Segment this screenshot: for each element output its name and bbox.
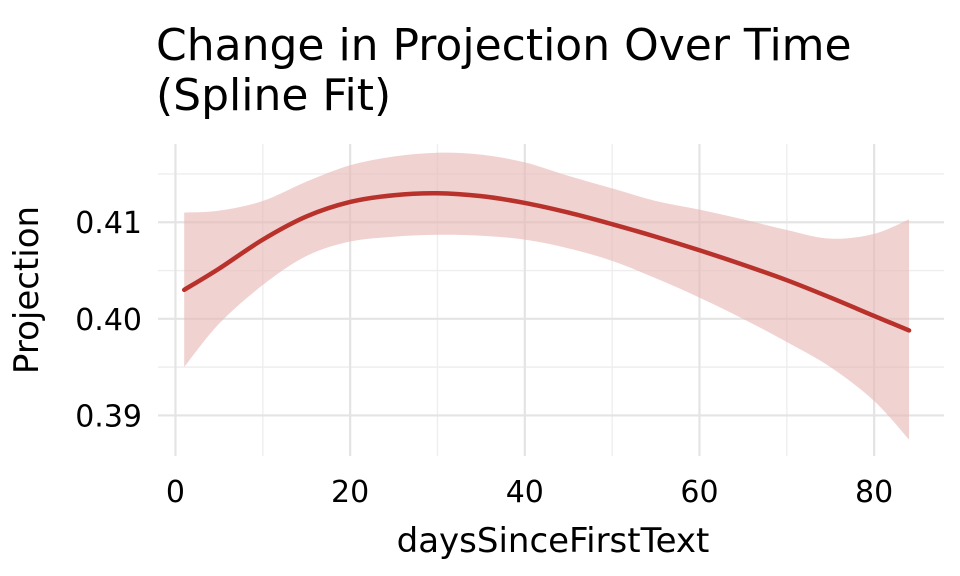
spline-fit-line	[181, 190, 912, 333]
chart-title-line: Change in Projection Over Time	[156, 20, 852, 71]
y-axis-title: Projection	[7, 206, 47, 374]
x-tick-label: 20	[331, 475, 369, 510]
confidence-band	[184, 152, 910, 440]
x-tick-label: 80	[855, 475, 893, 510]
x-tick-label: 40	[506, 475, 544, 510]
y-axis-tick-labels: 0.39 0.40 0.41	[75, 206, 142, 434]
y-tick-label: 0.41	[75, 206, 142, 241]
y-tick-label: 0.39	[75, 399, 142, 434]
x-axis-title: daysSinceFirstText	[397, 521, 710, 561]
x-axis-tick-labels: 0 20 40 60 80	[166, 475, 893, 510]
y-tick-label: 0.40	[75, 303, 142, 338]
chart-title-line: (Spline Fit)	[156, 70, 391, 121]
x-tick-label: 60	[680, 475, 718, 510]
chart-title: Change in Projection Over Time(Spline Fi…	[156, 20, 852, 121]
x-tick-label: 0	[166, 475, 185, 510]
